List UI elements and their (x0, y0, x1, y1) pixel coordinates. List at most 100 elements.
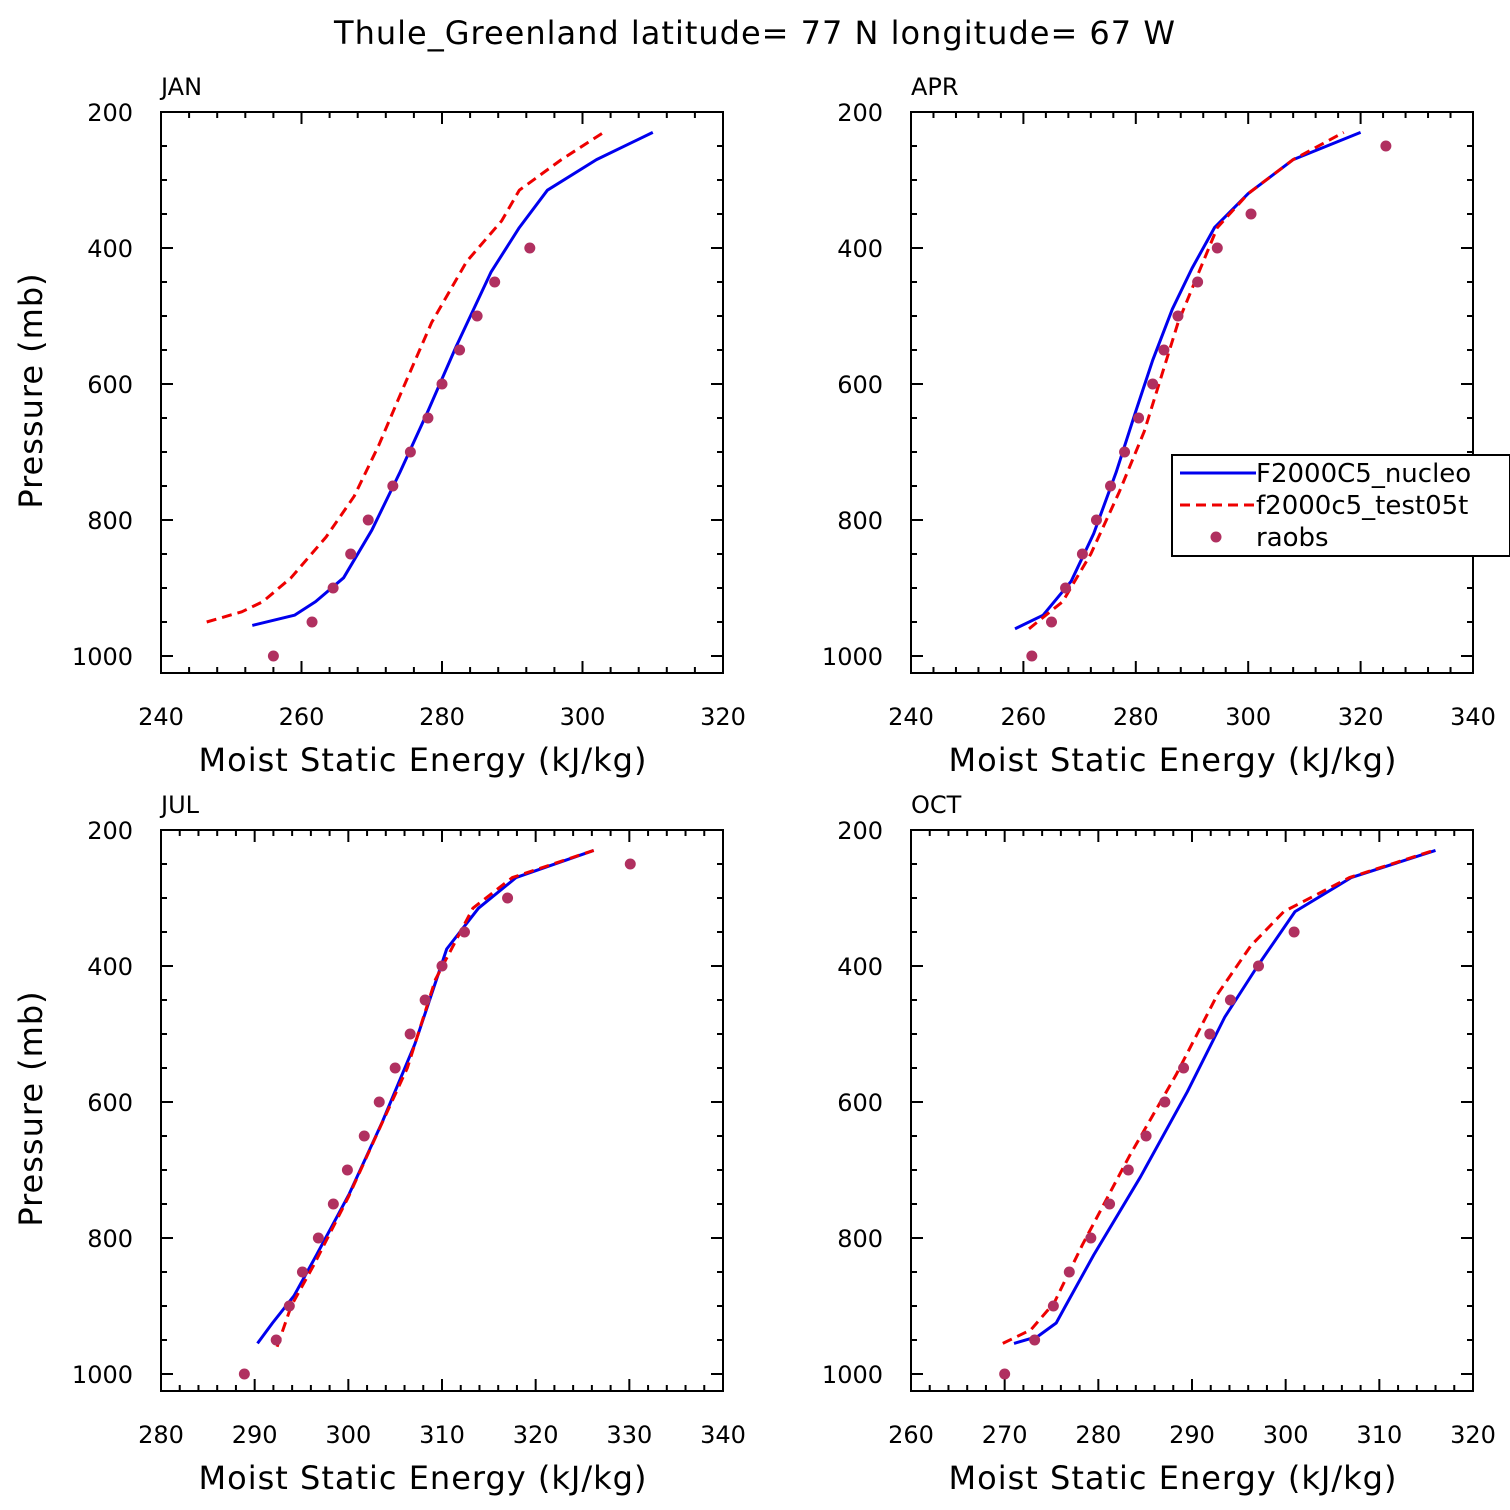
x-tick-label: 290 (1169, 1421, 1215, 1449)
raobs-point (373, 1096, 385, 1108)
x-tick-label: 240 (138, 703, 184, 731)
y-tick-label: 600 (837, 371, 883, 399)
raobs-point (1090, 514, 1102, 526)
raobs-point (327, 1198, 339, 1210)
x-tick-label: 330 (606, 1421, 652, 1449)
raobs-point (1224, 994, 1236, 1006)
x-tick-label: 260 (888, 1421, 934, 1449)
y-tick-label: 200 (837, 817, 883, 845)
x-tick-label: 270 (982, 1421, 1028, 1449)
panels: JAN 240 260 280 300 320 200 400 600 800 1000 Moist … (12, 73, 1510, 1497)
y-tick-label: 600 (87, 371, 133, 399)
x-tick-label: 260 (279, 703, 325, 731)
raobs-point (471, 310, 483, 322)
panel-jul: JUL 280 290 300 310 320 330 340 200 400 600 800 1000… (12, 791, 746, 1497)
raobs-point (458, 926, 470, 938)
series-f2000c5-nucleo (251, 131, 654, 627)
series-f2000c5-test05t (206, 131, 605, 624)
raobs-point (296, 1266, 308, 1278)
y-tick-label: 400 (837, 953, 883, 981)
raobs-point (436, 960, 448, 972)
x-tick-label: 280 (419, 703, 465, 731)
raobs-point (436, 378, 448, 390)
raobs-point (404, 446, 416, 458)
x-tick-label: 310 (419, 1421, 465, 1449)
series-f2000c5-test05t (1028, 131, 1345, 630)
panel-label-jan: JAN (159, 73, 202, 101)
legend-label: raobs (1256, 523, 1329, 553)
x-tick-label: 300 (1263, 1421, 1309, 1449)
x-axis-label: Moist Static Energy (kJ/kg) (199, 1459, 648, 1497)
raobs-point (1159, 1096, 1171, 1108)
y-tick-label: 800 (837, 507, 883, 535)
raobs-point (312, 1232, 324, 1244)
raobs-point (502, 892, 514, 904)
series-f2000c5-test05t (275, 848, 595, 1348)
raobs-point (283, 1300, 295, 1312)
raobs-point (454, 344, 466, 356)
y-tick-label: 200 (87, 99, 133, 127)
raobs-point (1026, 650, 1038, 662)
x-axis-label: Moist Static Energy (kJ/kg) (949, 1459, 1398, 1497)
y-tick-label: 800 (837, 1225, 883, 1253)
raobs-point (1253, 960, 1265, 972)
y-axis-label: Pressure (mb) (12, 272, 50, 508)
x-tick-label: 320 (1338, 703, 1384, 731)
raobs-point (419, 994, 431, 1006)
raobs-point (1047, 1300, 1059, 1312)
panel-label-apr: APR (911, 73, 959, 101)
y-tick-label: 1000 (72, 643, 133, 671)
plot-frame (910, 829, 1474, 1392)
raobs-point (389, 1062, 401, 1074)
series-f2000c5-nucleo (1014, 131, 1362, 631)
raobs-point (524, 242, 536, 254)
raobs-point (1192, 276, 1204, 288)
x-tick-label: 310 (1356, 1421, 1402, 1449)
series-raobs (238, 858, 636, 1380)
x-tick-label: 300 (560, 703, 606, 731)
x-tick-label: 320 (513, 1421, 559, 1449)
y-tick-label: 800 (87, 1225, 133, 1253)
raobs-point (1204, 1028, 1216, 1040)
series-f2000c5-nucleo (1013, 848, 1436, 1345)
y-tick-label: 400 (837, 235, 883, 263)
panel-apr: APR 240 260 280 300 320 340 200 400 600 800 1000 Moi… (822, 73, 1510, 779)
raobs-point (1105, 480, 1117, 492)
panel-label-jul: JUL (159, 791, 200, 819)
y-tick-label: 400 (87, 235, 133, 263)
x-tick-label: 280 (1075, 1421, 1121, 1449)
y-tick-label: 600 (87, 1089, 133, 1117)
panel-oct: OCT 260 270 280 290 300 310 320 200 400 600 800 1000… (822, 791, 1496, 1497)
raobs-point (1085, 1232, 1097, 1244)
raobs-point (999, 1368, 1011, 1380)
x-tick-label: 300 (325, 1421, 371, 1449)
raobs-point (1158, 344, 1170, 356)
plot-frame (160, 111, 724, 674)
raobs-point (1147, 378, 1159, 390)
x-tick-label: 290 (232, 1421, 278, 1449)
raobs-point (1046, 616, 1057, 628)
raobs-point (1076, 548, 1088, 560)
series-raobs (999, 926, 1300, 1380)
series-raobs (1026, 140, 1392, 662)
raobs-point (238, 1368, 250, 1380)
x-axis-label: Moist Static Energy (kJ/kg) (199, 741, 648, 779)
x-tick-label: 260 (1000, 703, 1046, 731)
x-tick-label: 300 (1225, 703, 1271, 731)
series-f2000c5-nucleo (256, 848, 595, 1345)
raobs-point (1029, 1334, 1041, 1346)
raobs-point (1178, 1062, 1190, 1074)
series-f2000c5-test05t (1002, 848, 1435, 1345)
raobs-point (345, 548, 357, 560)
raobs-point (489, 276, 501, 288)
y-tick-label: 600 (837, 1089, 883, 1117)
legend-marker-raobs (1210, 531, 1222, 543)
legend-label: F2000C5_nucleo (1256, 459, 1471, 489)
raobs-point (1288, 926, 1300, 938)
y-tick-label: 200 (87, 817, 133, 845)
raobs-point (1122, 1164, 1134, 1176)
plot-frame (910, 111, 1474, 674)
panel-jan: JAN 240 260 280 300 320 200 400 600 800 1000 Moist … (12, 73, 746, 779)
